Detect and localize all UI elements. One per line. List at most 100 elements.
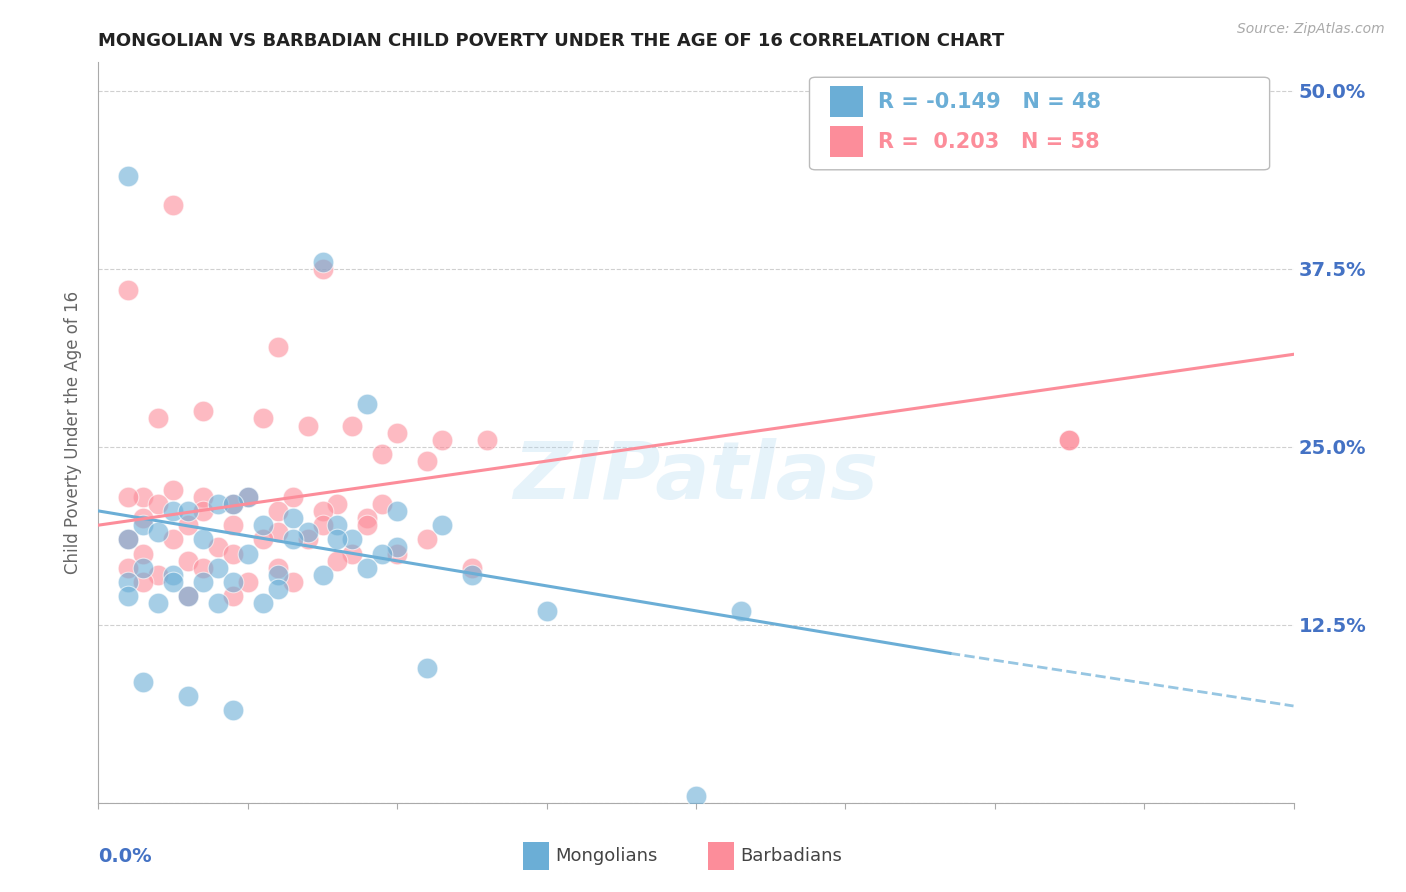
- Point: [475, 433, 498, 447]
- Point: [267, 525, 290, 540]
- Point: [371, 547, 394, 561]
- Point: [416, 660, 439, 674]
- Point: [252, 518, 274, 533]
- Point: [191, 575, 214, 590]
- Point: [685, 789, 707, 803]
- Point: [207, 597, 229, 611]
- Point: [297, 533, 319, 547]
- FancyBboxPatch shape: [709, 842, 734, 871]
- Point: [177, 689, 200, 703]
- Point: [267, 568, 290, 582]
- Point: [342, 547, 364, 561]
- Point: [297, 525, 319, 540]
- Point: [267, 582, 290, 597]
- Point: [311, 261, 333, 276]
- Point: [326, 533, 349, 547]
- Point: [117, 575, 139, 590]
- Point: [536, 604, 558, 618]
- Point: [207, 561, 229, 575]
- Text: R =  0.203   N = 58: R = 0.203 N = 58: [877, 132, 1099, 152]
- Point: [132, 518, 155, 533]
- Point: [252, 533, 274, 547]
- Point: [117, 561, 139, 575]
- Point: [385, 540, 409, 554]
- Point: [177, 590, 200, 604]
- Point: [356, 397, 378, 411]
- Point: [385, 547, 409, 561]
- Point: [177, 504, 200, 518]
- Point: [191, 490, 214, 504]
- Point: [236, 490, 259, 504]
- Text: ZIPatlas: ZIPatlas: [513, 438, 879, 516]
- Point: [222, 518, 245, 533]
- Point: [222, 547, 245, 561]
- Point: [356, 511, 378, 525]
- Text: Mongolians: Mongolians: [555, 847, 658, 865]
- Point: [132, 674, 155, 689]
- Point: [356, 561, 378, 575]
- Point: [311, 504, 333, 518]
- Point: [371, 497, 394, 511]
- Point: [222, 497, 245, 511]
- Point: [311, 254, 333, 268]
- Point: [416, 454, 439, 468]
- Point: [117, 490, 139, 504]
- Text: Source: ZipAtlas.com: Source: ZipAtlas.com: [1237, 22, 1385, 37]
- Point: [191, 504, 214, 518]
- Text: Barbadians: Barbadians: [740, 847, 842, 865]
- Point: [117, 533, 139, 547]
- Point: [252, 597, 274, 611]
- Point: [297, 418, 319, 433]
- Point: [132, 511, 155, 525]
- Point: [148, 525, 170, 540]
- Point: [148, 568, 170, 582]
- Point: [267, 561, 290, 575]
- Point: [162, 568, 184, 582]
- Point: [207, 540, 229, 554]
- Point: [222, 575, 245, 590]
- Point: [132, 575, 155, 590]
- Point: [281, 575, 304, 590]
- Point: [236, 547, 259, 561]
- FancyBboxPatch shape: [523, 842, 548, 871]
- Point: [311, 568, 333, 582]
- Point: [371, 447, 394, 461]
- Point: [326, 497, 349, 511]
- Point: [222, 590, 245, 604]
- Point: [162, 575, 184, 590]
- Point: [191, 561, 214, 575]
- Point: [222, 497, 245, 511]
- Text: 0.0%: 0.0%: [98, 847, 152, 866]
- Point: [461, 561, 484, 575]
- Point: [385, 504, 409, 518]
- Point: [236, 575, 259, 590]
- Point: [132, 490, 155, 504]
- Point: [311, 518, 333, 533]
- Y-axis label: Child Poverty Under the Age of 16: Child Poverty Under the Age of 16: [65, 291, 83, 574]
- Point: [267, 340, 290, 354]
- Text: R = -0.149   N = 48: R = -0.149 N = 48: [877, 92, 1101, 112]
- Point: [1059, 433, 1081, 447]
- Point: [117, 533, 139, 547]
- Point: [177, 518, 200, 533]
- Point: [326, 518, 349, 533]
- Point: [162, 533, 184, 547]
- Point: [461, 568, 484, 582]
- Point: [281, 511, 304, 525]
- FancyBboxPatch shape: [830, 87, 863, 117]
- Point: [148, 497, 170, 511]
- Point: [117, 590, 139, 604]
- Point: [191, 533, 214, 547]
- Point: [222, 703, 245, 717]
- Point: [342, 418, 364, 433]
- Point: [117, 169, 139, 184]
- Point: [177, 590, 200, 604]
- FancyBboxPatch shape: [830, 126, 863, 157]
- Point: [281, 533, 304, 547]
- FancyBboxPatch shape: [810, 78, 1270, 169]
- Point: [177, 554, 200, 568]
- Point: [356, 518, 378, 533]
- Point: [430, 518, 453, 533]
- Point: [236, 490, 259, 504]
- Point: [162, 504, 184, 518]
